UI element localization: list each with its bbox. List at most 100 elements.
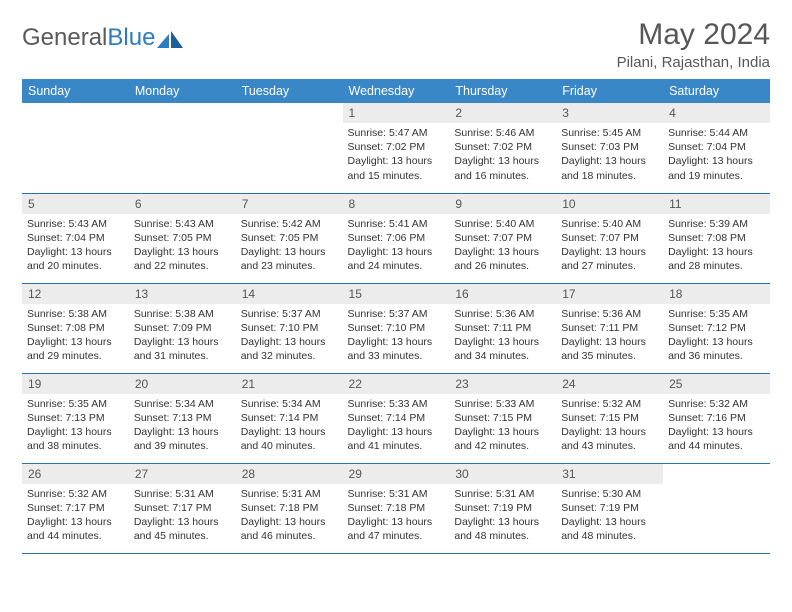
sunrise-time: 5:30 AM	[603, 488, 642, 500]
calendar-cell: 11Sunrise: 5:39 AMSunset: 7:08 PMDayligh…	[663, 193, 770, 283]
day-data: Sunrise: 5:32 AMSunset: 7:15 PMDaylight:…	[556, 394, 663, 458]
sunrise-time: 5:32 AM	[603, 398, 642, 410]
sunrise-time: 5:38 AM	[68, 308, 107, 320]
calendar-week: 5Sunrise: 5:43 AMSunset: 7:04 PMDaylight…	[22, 193, 770, 283]
sunrise-time: 5:33 AM	[389, 398, 428, 410]
sunrise-time: 5:37 AM	[389, 308, 428, 320]
day-number: 26	[22, 464, 129, 484]
weekday-header: Tuesday	[236, 79, 343, 103]
calendar-cell: 20Sunrise: 5:34 AMSunset: 7:13 PMDayligh…	[129, 373, 236, 463]
logo-text-blue: Blue	[107, 24, 155, 52]
calendar-cell: 2Sunrise: 5:46 AMSunset: 7:02 PMDaylight…	[449, 103, 556, 193]
sunrise-time: 5:31 AM	[175, 488, 214, 500]
calendar-cell: 30Sunrise: 5:31 AMSunset: 7:19 PMDayligh…	[449, 463, 556, 553]
day-data: Sunrise: 5:35 AMSunset: 7:12 PMDaylight:…	[663, 304, 770, 368]
day-data: Sunrise: 5:33 AMSunset: 7:14 PMDaylight:…	[343, 394, 450, 458]
day-number: 1	[343, 103, 450, 123]
day-number: 27	[129, 464, 236, 484]
day-data: Sunrise: 5:33 AMSunset: 7:15 PMDaylight:…	[449, 394, 556, 458]
calendar-head: SundayMondayTuesdayWednesdayThursdayFrid…	[22, 79, 770, 103]
daylight-duration: 13 hours and 46 minutes.	[241, 516, 326, 542]
daylight-duration: 13 hours and 31 minutes.	[134, 336, 219, 362]
calendar-week: 1Sunrise: 5:47 AMSunset: 7:02 PMDaylight…	[22, 103, 770, 193]
day-number: 13	[129, 284, 236, 304]
calendar-cell: 8Sunrise: 5:41 AMSunset: 7:06 PMDaylight…	[343, 193, 450, 283]
sunset-time: 7:09 PM	[172, 322, 211, 334]
daylight-duration: 13 hours and 35 minutes.	[561, 336, 646, 362]
sunset-time: 7:14 PM	[279, 412, 318, 424]
calendar-cell: 7Sunrise: 5:42 AMSunset: 7:05 PMDaylight…	[236, 193, 343, 283]
calendar-cell: 23Sunrise: 5:33 AMSunset: 7:15 PMDayligh…	[449, 373, 556, 463]
day-data: Sunrise: 5:31 AMSunset: 7:17 PMDaylight:…	[129, 484, 236, 548]
day-number: 29	[343, 464, 450, 484]
day-data: Sunrise: 5:32 AMSunset: 7:16 PMDaylight:…	[663, 394, 770, 458]
calendar-cell: 25Sunrise: 5:32 AMSunset: 7:16 PMDayligh…	[663, 373, 770, 463]
daylight-duration: 13 hours and 43 minutes.	[561, 426, 646, 452]
sunrise-time: 5:39 AM	[710, 218, 749, 230]
sunset-time: 7:18 PM	[279, 502, 318, 514]
day-number: 3	[556, 103, 663, 123]
sunrise-time: 5:43 AM	[175, 218, 214, 230]
sunset-time: 7:10 PM	[386, 322, 425, 334]
calendar-cell: 17Sunrise: 5:36 AMSunset: 7:11 PMDayligh…	[556, 283, 663, 373]
daylight-duration: 13 hours and 23 minutes.	[241, 246, 326, 272]
weekday-header: Saturday	[663, 79, 770, 103]
daylight-duration: 13 hours and 20 minutes.	[27, 246, 112, 272]
day-number: 30	[449, 464, 556, 484]
day-number: 5	[22, 194, 129, 214]
daylight-duration: 13 hours and 39 minutes.	[134, 426, 219, 452]
daylight-duration: 13 hours and 44 minutes.	[668, 426, 753, 452]
sunrise-time: 5:46 AM	[496, 127, 535, 139]
daylight-duration: 13 hours and 15 minutes.	[348, 155, 433, 181]
calendar-body: 1Sunrise: 5:47 AMSunset: 7:02 PMDaylight…	[22, 103, 770, 553]
calendar-cell: 24Sunrise: 5:32 AMSunset: 7:15 PMDayligh…	[556, 373, 663, 463]
daylight-duration: 13 hours and 22 minutes.	[134, 246, 219, 272]
calendar-cell: 21Sunrise: 5:34 AMSunset: 7:14 PMDayligh…	[236, 373, 343, 463]
sunset-time: 7:05 PM	[172, 232, 211, 244]
daylight-duration: 13 hours and 27 minutes.	[561, 246, 646, 272]
day-number: 16	[449, 284, 556, 304]
weekday-header: Wednesday	[343, 79, 450, 103]
daylight-duration: 13 hours and 48 minutes.	[561, 516, 646, 542]
sunrise-time: 5:31 AM	[496, 488, 535, 500]
sunset-time: 7:14 PM	[386, 412, 425, 424]
day-data: Sunrise: 5:37 AMSunset: 7:10 PMDaylight:…	[236, 304, 343, 368]
sunrise-time: 5:43 AM	[68, 218, 107, 230]
sunset-time: 7:08 PM	[707, 232, 746, 244]
day-data: Sunrise: 5:46 AMSunset: 7:02 PMDaylight:…	[449, 123, 556, 187]
day-data: Sunrise: 5:34 AMSunset: 7:13 PMDaylight:…	[129, 394, 236, 458]
day-data: Sunrise: 5:39 AMSunset: 7:08 PMDaylight:…	[663, 214, 770, 278]
calendar-cell: 27Sunrise: 5:31 AMSunset: 7:17 PMDayligh…	[129, 463, 236, 553]
day-number: 19	[22, 374, 129, 394]
month-title: May 2024	[617, 18, 770, 52]
sunrise-time: 5:45 AM	[603, 127, 642, 139]
sunset-time: 7:02 PM	[386, 141, 425, 153]
sunrise-time: 5:41 AM	[389, 218, 428, 230]
daylight-duration: 13 hours and 26 minutes.	[454, 246, 539, 272]
sunset-time: 7:03 PM	[600, 141, 639, 153]
sunset-time: 7:06 PM	[386, 232, 425, 244]
day-number: 31	[556, 464, 663, 484]
day-data: Sunrise: 5:38 AMSunset: 7:09 PMDaylight:…	[129, 304, 236, 368]
daylight-duration: 13 hours and 29 minutes.	[27, 336, 112, 362]
sunset-time: 7:17 PM	[172, 502, 211, 514]
day-number: 28	[236, 464, 343, 484]
daylight-duration: 13 hours and 24 minutes.	[348, 246, 433, 272]
sunrise-time: 5:42 AM	[282, 218, 321, 230]
day-number: 8	[343, 194, 450, 214]
weekday-header: Friday	[556, 79, 663, 103]
day-data: Sunrise: 5:40 AMSunset: 7:07 PMDaylight:…	[556, 214, 663, 278]
day-number: 22	[343, 374, 450, 394]
sunset-time: 7:07 PM	[600, 232, 639, 244]
day-data: Sunrise: 5:36 AMSunset: 7:11 PMDaylight:…	[556, 304, 663, 368]
calendar-cell	[22, 103, 129, 193]
sunset-time: 7:07 PM	[493, 232, 532, 244]
title-block: May 2024 Pilani, Rajasthan, India	[617, 18, 770, 71]
calendar-cell: 12Sunrise: 5:38 AMSunset: 7:08 PMDayligh…	[22, 283, 129, 373]
calendar-cell: 16Sunrise: 5:36 AMSunset: 7:11 PMDayligh…	[449, 283, 556, 373]
sunset-time: 7:04 PM	[66, 232, 105, 244]
sunset-time: 7:11 PM	[493, 322, 531, 334]
daylight-duration: 13 hours and 38 minutes.	[27, 426, 112, 452]
sunrise-time: 5:36 AM	[496, 308, 535, 320]
day-number: 23	[449, 374, 556, 394]
